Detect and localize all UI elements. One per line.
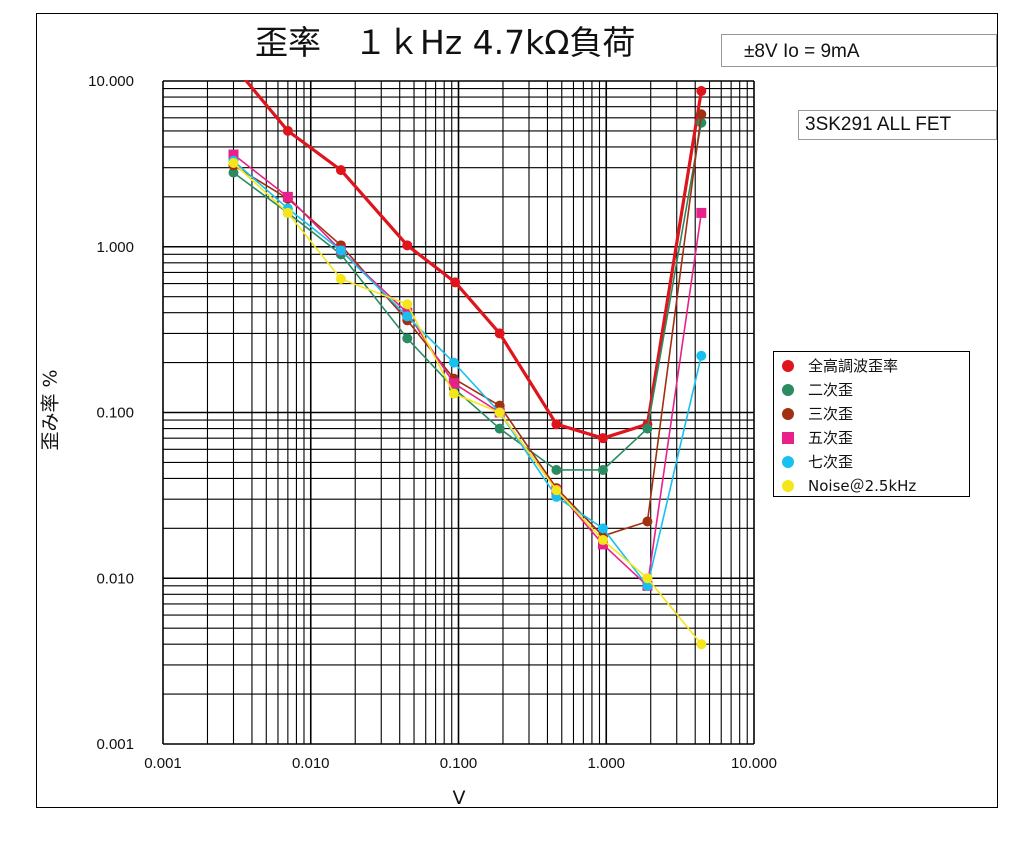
- data-point: [696, 639, 707, 650]
- data-point: [228, 158, 239, 169]
- data-point: [696, 207, 707, 218]
- data-point: [642, 516, 653, 527]
- legend-marker: [782, 456, 794, 468]
- chart-frame: [36, 13, 998, 808]
- condition-label: ±8V Io = 9mA: [721, 34, 997, 67]
- data-point: [335, 273, 346, 284]
- legend-marker: [782, 480, 794, 492]
- data-point: [282, 207, 293, 218]
- legend: 全高調波歪率 二次歪三次歪五次歪七次歪 Noise＠2.5kHz: [773, 351, 970, 497]
- series-1: [243, 80, 707, 444]
- series-3: [228, 109, 707, 541]
- y-tick-label: 0.001: [96, 736, 134, 753]
- data-point: [696, 109, 707, 120]
- x-tick-label: 0.010: [292, 755, 330, 772]
- data-point: [402, 311, 413, 322]
- data-point: [228, 167, 239, 178]
- data-point: [642, 423, 653, 434]
- data-point: [228, 149, 239, 160]
- data-point: [597, 523, 608, 534]
- data-point: [642, 573, 653, 584]
- legend-label: 七次歪: [808, 453, 854, 471]
- data-point: [696, 117, 707, 128]
- y-tick-label: 1.000: [96, 239, 134, 256]
- series-group: [228, 80, 707, 650]
- data-point: [402, 299, 413, 310]
- y-tick-label: 0.100: [96, 405, 134, 422]
- legend-label: 三次歪: [808, 405, 854, 423]
- data-point: [448, 378, 459, 389]
- series-line: [232, 160, 703, 587]
- series-line: [233, 122, 703, 471]
- data-point: [282, 125, 293, 136]
- legend-label: Noise＠2.5kHz: [808, 477, 917, 495]
- series-6: [228, 158, 707, 650]
- data-point: [448, 388, 459, 399]
- y-axis-label: 歪み率 %: [39, 369, 62, 451]
- data-point: [335, 165, 346, 176]
- data-point: [402, 240, 413, 251]
- data-point: [696, 350, 707, 361]
- legend-label: 全高調波歪率: [808, 357, 899, 375]
- legend-marker: [782, 384, 794, 396]
- data-point: [642, 580, 653, 591]
- legend-label: 五次歪: [808, 429, 854, 447]
- series-4: [228, 149, 707, 591]
- data-point: [335, 245, 346, 256]
- data-point: [551, 485, 562, 496]
- data-point: [597, 464, 608, 475]
- series-line: [233, 114, 703, 537]
- x-axis-label: V: [452, 787, 466, 809]
- data-point: [282, 191, 293, 202]
- chart-title: 歪率 １ｋHz 4.7kΩ負荷: [255, 23, 636, 62]
- tick-labels: 0.001 0.010 0.100 1.000 10.000 10.000 1.000 0.1…: [88, 73, 777, 772]
- series-line: [243, 80, 703, 440]
- device-label: 3SK291 ALL FET: [798, 110, 997, 140]
- x-tick-label: 0.100: [440, 755, 478, 772]
- data-point: [494, 328, 505, 339]
- legend-marker: [782, 408, 794, 420]
- data-point: [551, 464, 562, 475]
- y-tick-label: 0.010: [96, 570, 134, 587]
- data-point: [597, 433, 608, 444]
- data-point: [448, 357, 459, 368]
- x-tick-label: 1.000: [587, 755, 625, 772]
- x-tick-label: 0.001: [144, 755, 182, 772]
- data-point: [402, 333, 413, 344]
- data-point: [551, 419, 562, 430]
- data-point: [450, 277, 461, 288]
- x-tick-label: 10.000: [731, 755, 777, 772]
- legend-marker: [782, 360, 794, 372]
- data-point: [597, 535, 608, 546]
- legend-marker: [782, 432, 794, 444]
- series-line: [233, 153, 703, 587]
- data-point: [494, 423, 505, 434]
- data-point: [696, 86, 707, 97]
- data-point: [494, 407, 505, 418]
- legend-label: 二次歪: [808, 381, 854, 399]
- y-tick-label: 10.000: [88, 73, 134, 90]
- series-line: [232, 162, 702, 645]
